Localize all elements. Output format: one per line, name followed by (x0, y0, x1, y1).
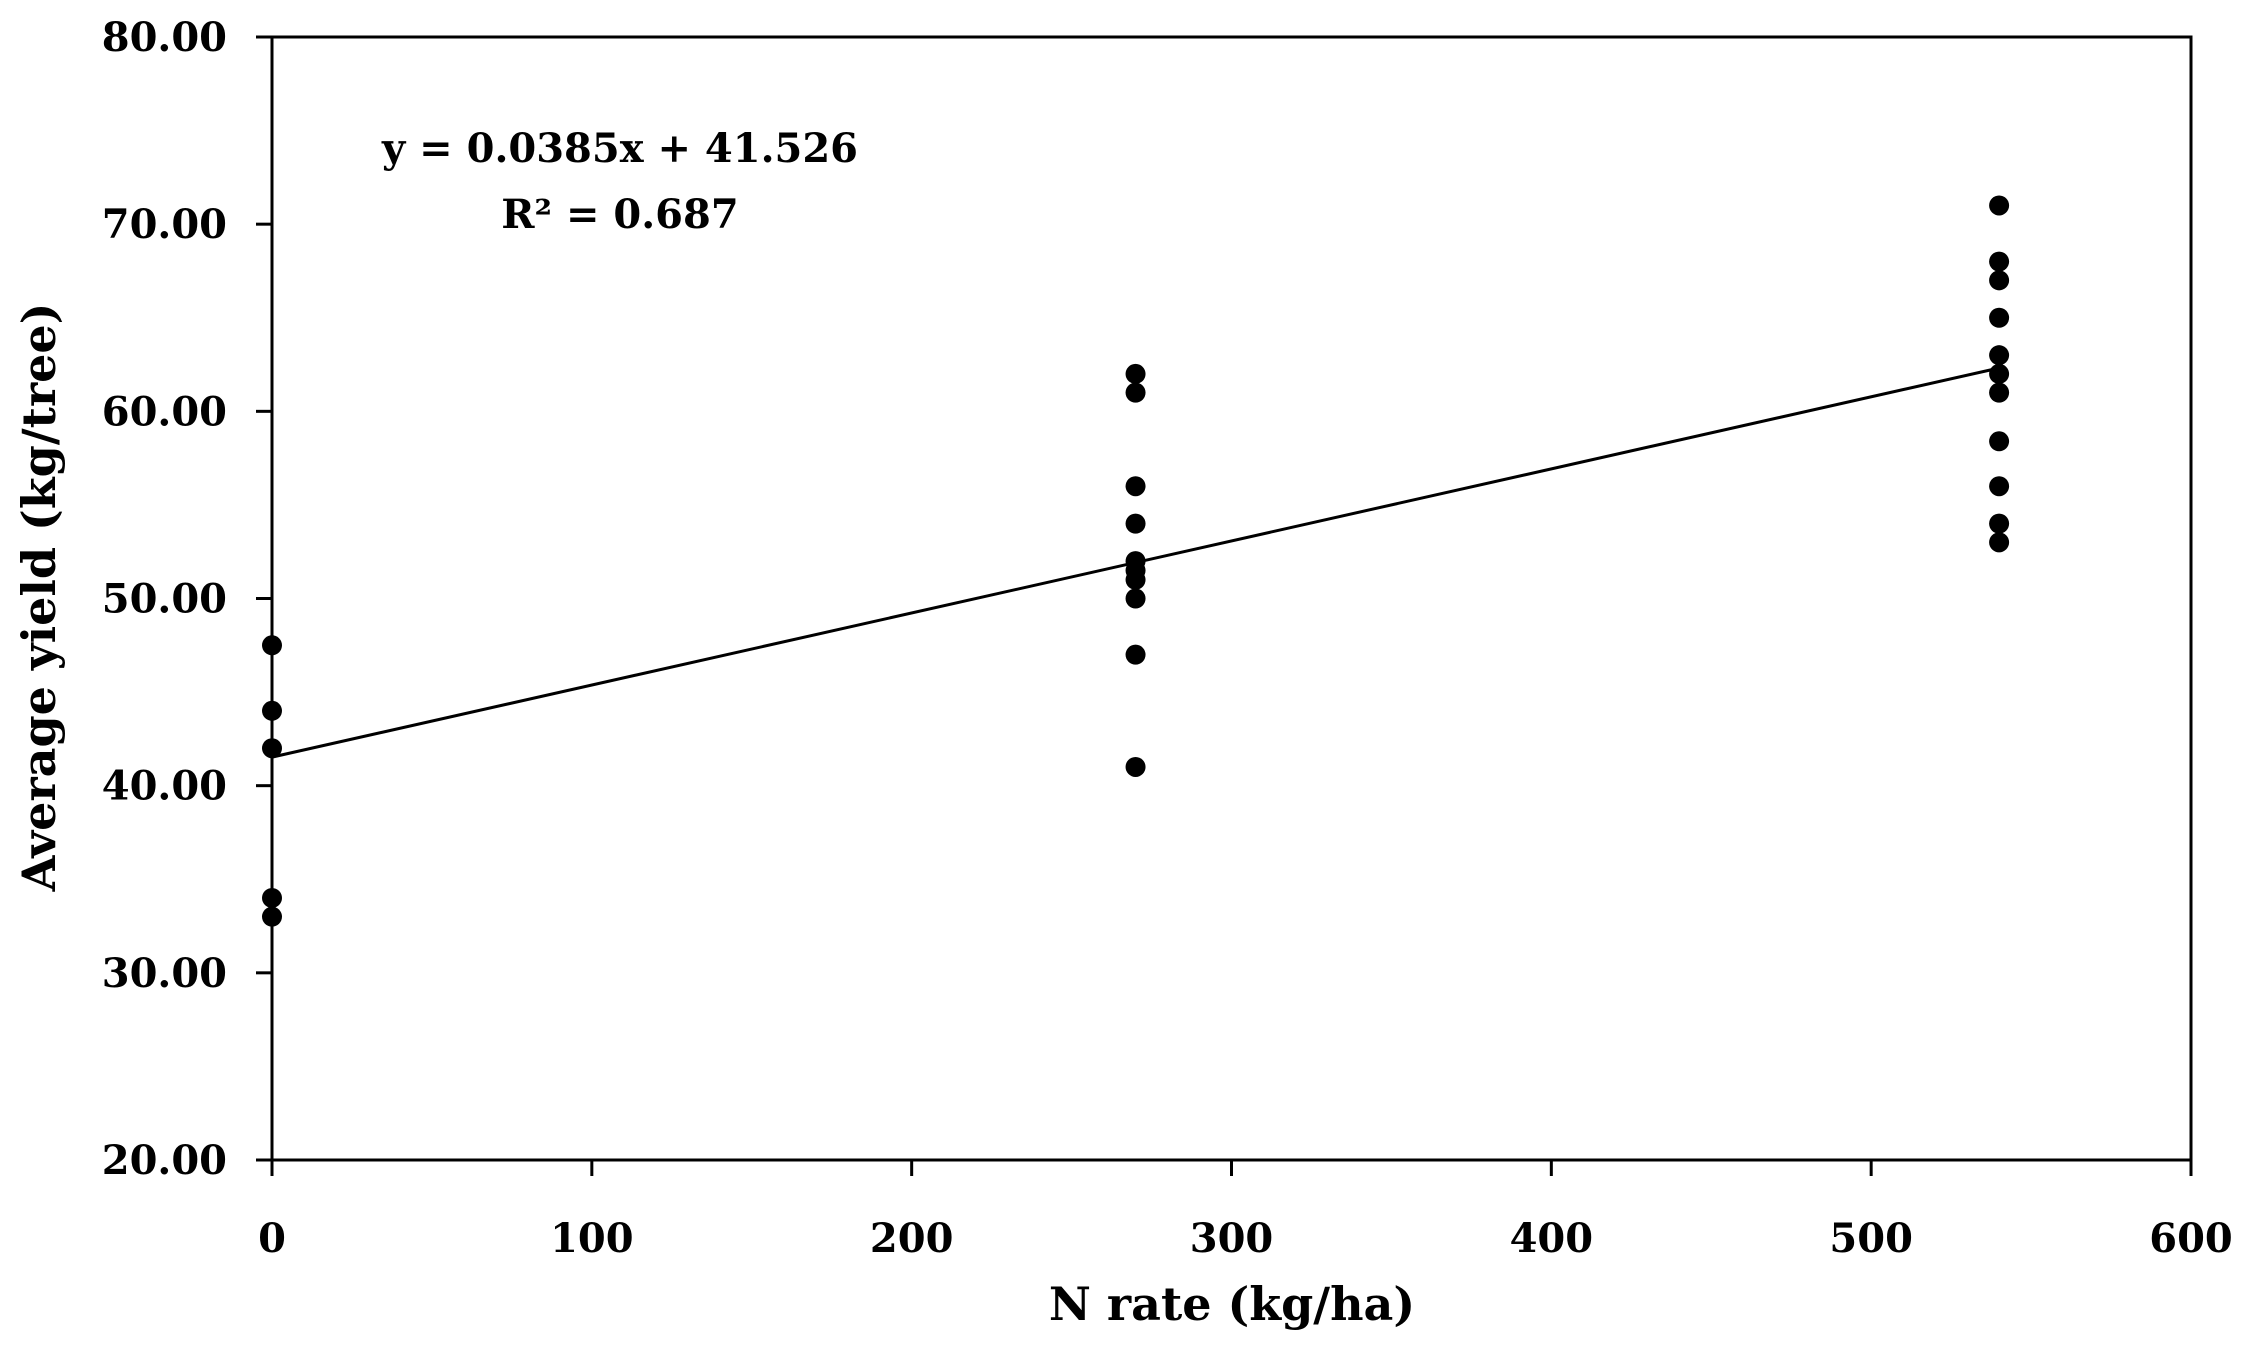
x-tick-label: 0 (258, 1215, 286, 1262)
data-point (262, 906, 282, 927)
data-point (262, 635, 282, 656)
data-point (1989, 270, 2010, 291)
data-point (1989, 431, 2010, 452)
y-tick-label: 70.00 (102, 201, 227, 248)
data-point (1125, 588, 1146, 609)
data-point (1989, 513, 2010, 534)
data-point (262, 887, 282, 908)
data-point (1989, 476, 2010, 497)
data-point (1125, 382, 1146, 403)
data-points (262, 195, 2010, 927)
y-tick-label: 30.00 (102, 950, 227, 997)
x-tick-label: 500 (1829, 1215, 1913, 1262)
tick-marks (256, 35, 2193, 1176)
regression-equation: y = 0.0385x + 41.526 (381, 125, 858, 172)
x-tick-label: 400 (1510, 1215, 1594, 1262)
y-tick-label: 80.00 (102, 14, 227, 61)
data-point (1125, 363, 1146, 384)
data-point (1989, 251, 2010, 272)
x-tick-labels: 0 100 200 300 400 500 600 (258, 1215, 2233, 1262)
r-squared-label: R² = 0.687 (501, 191, 738, 238)
y-tick-labels: 20.00 30.00 40.00 50.00 60.00 70.00 80.00 (102, 14, 227, 1184)
x-tick-label: 600 (2149, 1215, 2233, 1262)
y-tick-label: 20.00 (102, 1137, 227, 1184)
x-axis-title: N rate (kg/ha) (1049, 1277, 1415, 1331)
data-point (1989, 532, 2010, 553)
data-point (262, 738, 282, 759)
data-point (1989, 195, 2010, 216)
y-axis-title: Average yield (kg/tree) (12, 303, 66, 893)
x-tick-label: 300 (1190, 1215, 1274, 1262)
data-point (1125, 476, 1146, 497)
data-point (1989, 382, 2010, 403)
x-tick-label: 200 (870, 1215, 954, 1262)
data-point (1125, 644, 1146, 665)
data-point (1125, 756, 1146, 777)
y-tick-label: 60.00 (102, 388, 227, 435)
data-point (1989, 345, 2010, 366)
data-point (1989, 307, 2010, 328)
data-point (1125, 569, 1146, 590)
x-tick-label: 100 (550, 1215, 634, 1262)
y-tick-label: 50.00 (102, 576, 227, 623)
data-point (1125, 513, 1146, 534)
data-point (262, 700, 282, 721)
data-point (1989, 363, 2010, 384)
y-tick-label: 40.00 (102, 763, 227, 810)
